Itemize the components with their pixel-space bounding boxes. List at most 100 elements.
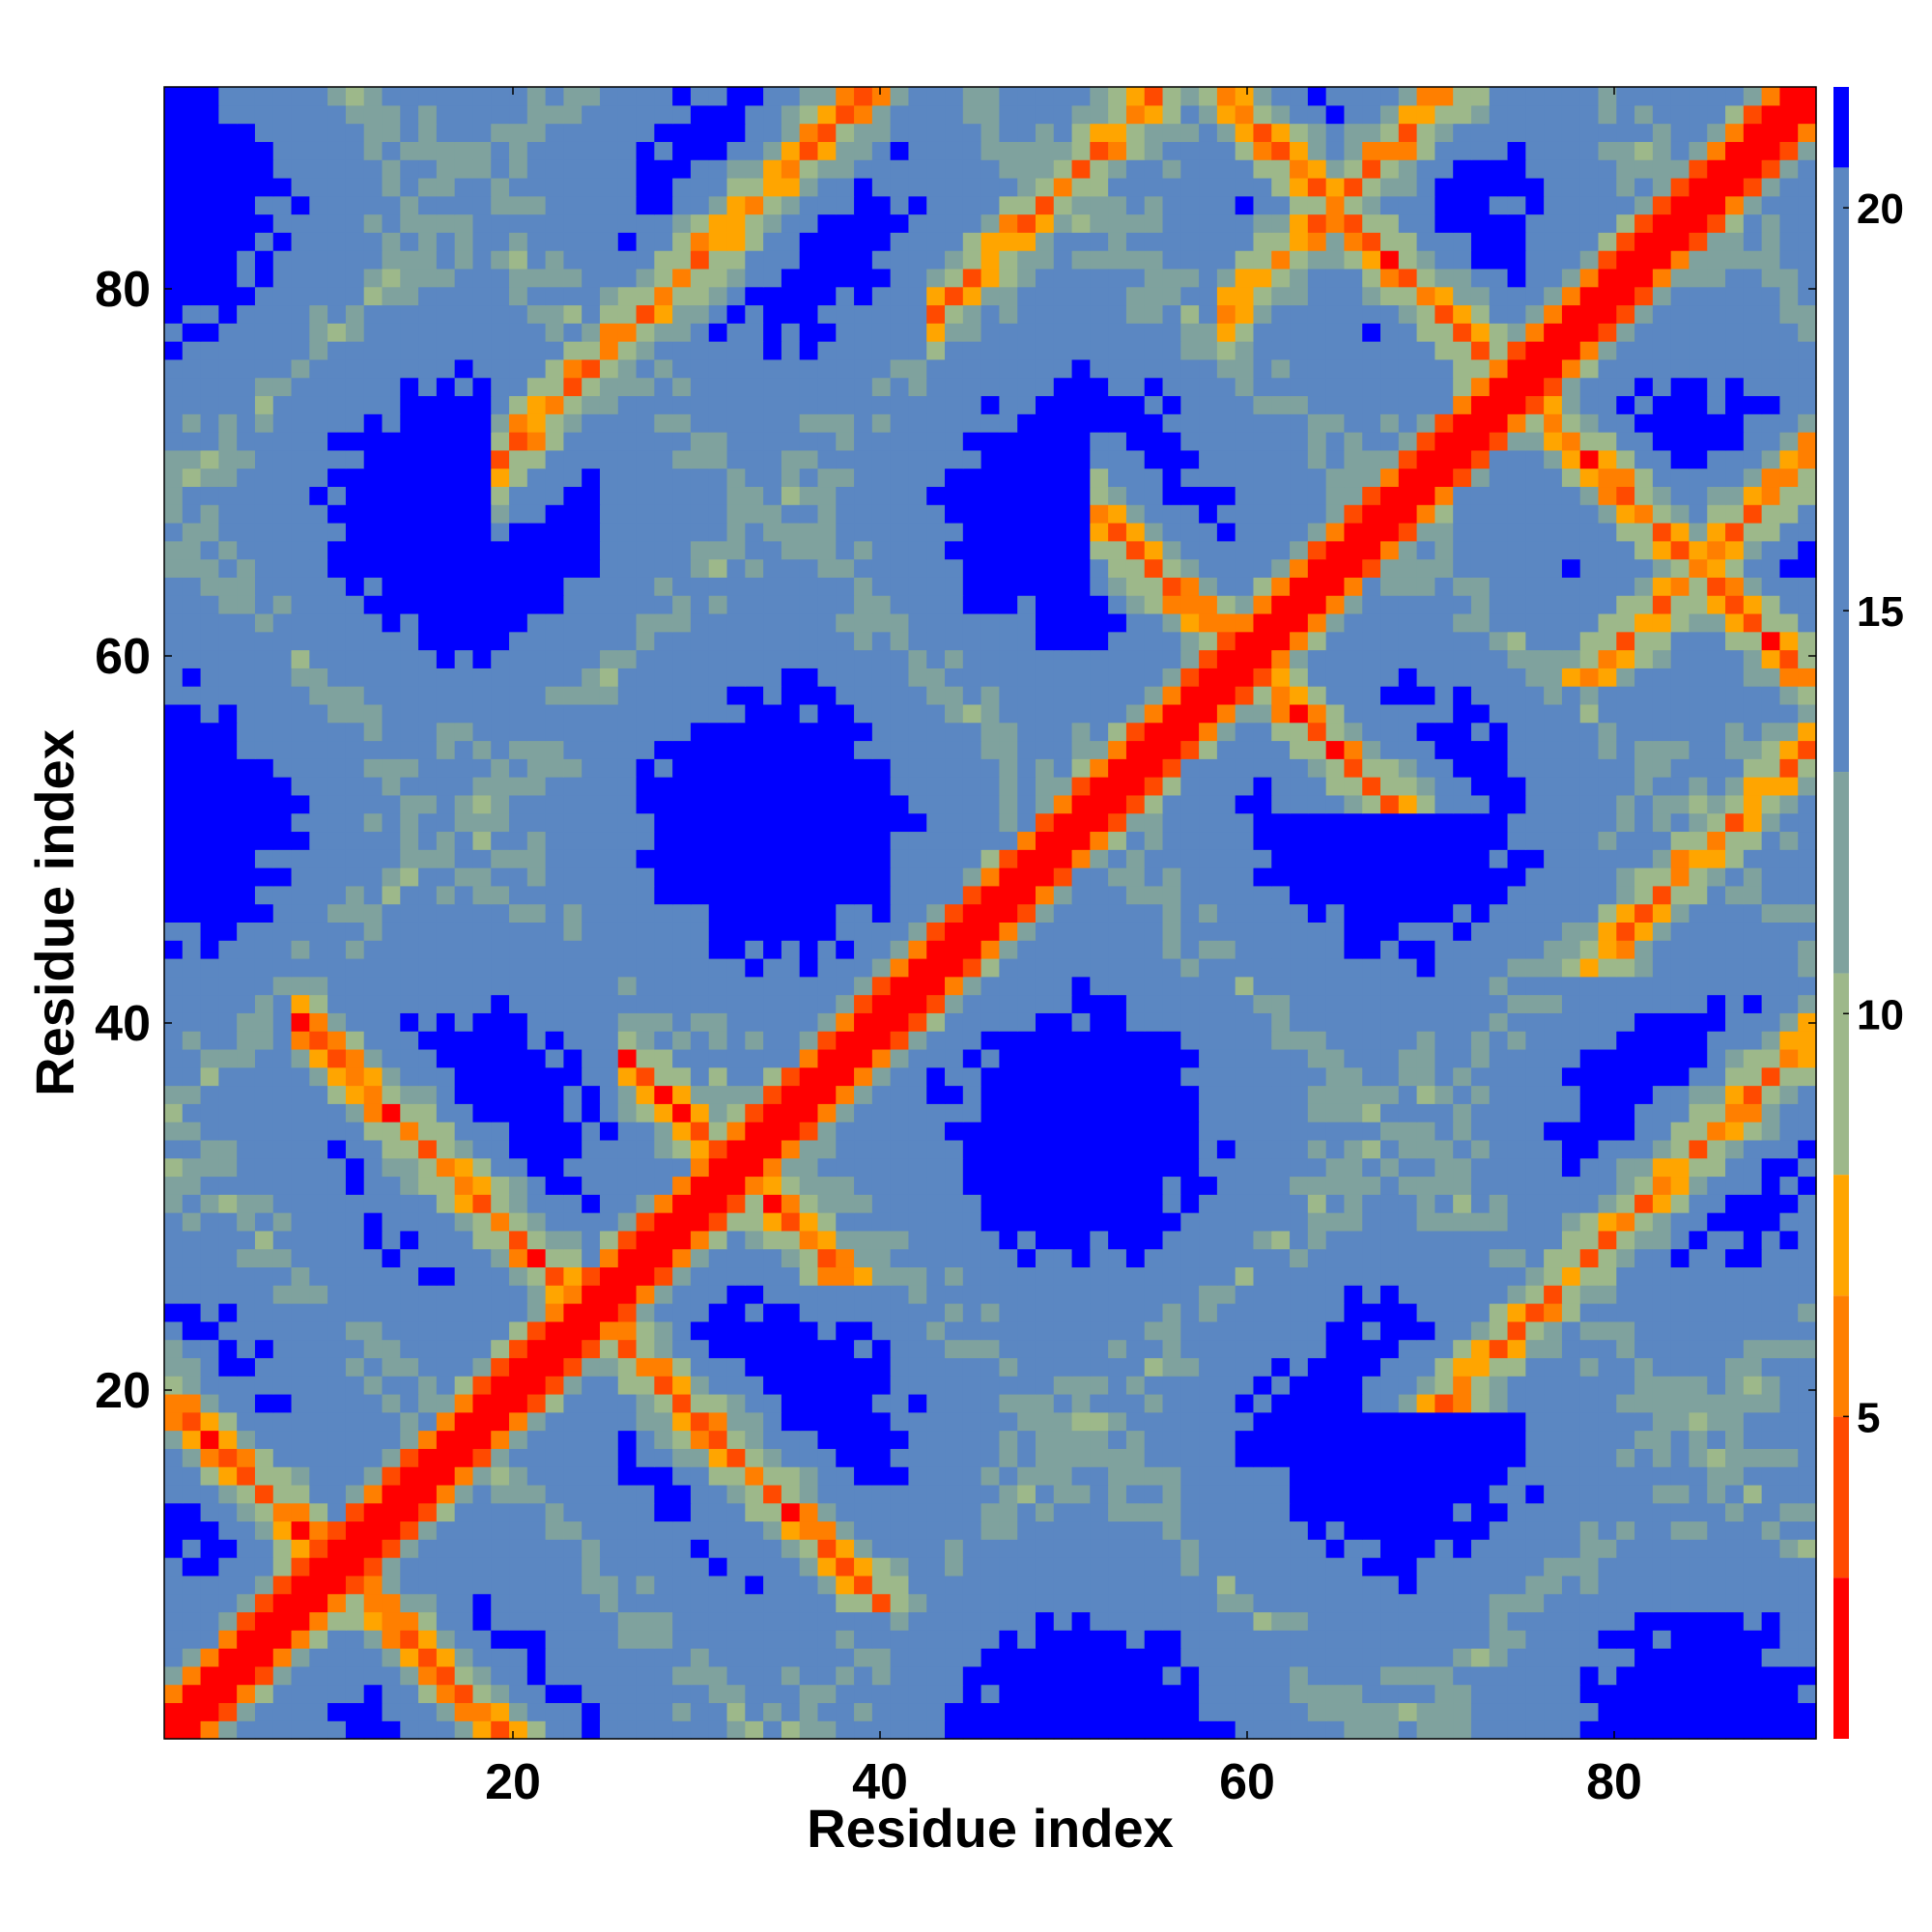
heatmap-cell — [1689, 1448, 1708, 1467]
heatmap-cell — [1779, 849, 1799, 868]
heatmap-cell — [1144, 1376, 1164, 1395]
heatmap-cell — [1616, 1031, 1635, 1050]
heatmap-cell — [1071, 1266, 1091, 1286]
heatmap-cell — [999, 777, 1018, 796]
heatmap-cell — [1035, 1702, 1055, 1721]
heatmap-cell — [491, 1466, 510, 1486]
heatmap-cell — [926, 1103, 946, 1122]
heatmap-cell — [309, 1684, 328, 1704]
heatmap-cell — [1216, 1539, 1236, 1558]
heatmap-cell — [1035, 1502, 1055, 1522]
heatmap-cell — [400, 777, 419, 796]
heatmap-cell — [763, 1339, 782, 1358]
heatmap-cell — [1199, 1066, 1218, 1087]
heatmap-cell — [1325, 1539, 1346, 1558]
heatmap-cell — [1544, 922, 1563, 941]
heatmap-cell — [1616, 1321, 1635, 1341]
heatmap-cell — [1707, 867, 1726, 887]
heatmap-cell — [182, 812, 202, 833]
heatmap-cell — [999, 1684, 1018, 1704]
heatmap-cell — [345, 1194, 365, 1213]
heatmap-cell — [636, 1575, 655, 1595]
heatmap-cell — [1125, 758, 1146, 778]
heatmap-cell — [945, 1702, 964, 1721]
heatmap-cell — [1035, 957, 1055, 978]
heatmap-cell — [1725, 794, 1745, 814]
heatmap-cell — [1090, 1194, 1109, 1213]
heatmap-cell — [617, 1684, 638, 1704]
heatmap-cell — [563, 1157, 582, 1178]
heatmap-cell — [1053, 831, 1073, 850]
heatmap-cells — [164, 87, 1817, 1740]
heatmap-cell — [1362, 1684, 1381, 1704]
heatmap-cell — [1380, 1539, 1400, 1558]
heatmap-cell — [1108, 1321, 1127, 1341]
heatmap-cell — [182, 1176, 202, 1195]
heatmap-cell — [1125, 1539, 1146, 1558]
heatmap-cell — [1017, 1648, 1037, 1667]
heatmap-cell — [1453, 1684, 1472, 1704]
heatmap-cell — [363, 1611, 384, 1631]
heatmap-cell — [272, 1648, 293, 1667]
heatmap-cell — [237, 903, 256, 923]
heatmap-cell — [617, 867, 638, 887]
heatmap-cell — [1017, 1448, 1037, 1467]
heatmap-cell — [854, 1066, 873, 1087]
heatmap-cell — [345, 1484, 365, 1504]
heatmap-cell — [545, 1176, 565, 1195]
heatmap-cell — [345, 1066, 365, 1087]
heatmap-cell — [1743, 1303, 1763, 1322]
heatmap-cell — [1598, 1176, 1617, 1195]
heatmap-cell — [617, 1376, 638, 1395]
heatmap-cell — [1162, 1411, 1181, 1432]
heatmap-cell — [400, 976, 419, 996]
heatmap-cell — [654, 740, 673, 759]
heatmap-cell — [436, 1557, 456, 1577]
heatmap-cell — [1707, 1520, 1726, 1540]
heatmap-cell — [1525, 1230, 1545, 1250]
heatmap-cell — [1162, 1230, 1181, 1250]
heatmap-cell — [1380, 994, 1400, 1013]
heatmap-cell — [945, 1720, 964, 1740]
heatmap-cell — [1362, 1466, 1381, 1486]
heatmap-cell — [1180, 1648, 1200, 1667]
heatmap-cell — [309, 1665, 328, 1686]
heatmap-cell — [1180, 1122, 1200, 1141]
heatmap-cell — [763, 1720, 782, 1740]
heatmap-cell — [291, 1611, 310, 1631]
heatmap-cell — [363, 1248, 384, 1268]
heatmap-cell — [1344, 1430, 1363, 1449]
heatmap-cell — [763, 1157, 782, 1178]
heatmap-cell — [1290, 1321, 1309, 1341]
heatmap-cell — [1125, 1630, 1146, 1649]
heatmap-cell — [1290, 1466, 1309, 1486]
heatmap-cell — [745, 903, 764, 923]
heatmap-cell — [418, 957, 438, 978]
heatmap-cell — [1779, 885, 1799, 905]
heatmap-cell — [1053, 922, 1073, 941]
heatmap-cell — [1525, 1321, 1545, 1341]
heatmap-cell — [1652, 1702, 1672, 1721]
heatmap-cell — [962, 1248, 982, 1268]
heatmap-cell — [1670, 1466, 1690, 1486]
heatmap-cell — [745, 1266, 764, 1286]
heatmap-cell — [1035, 1212, 1055, 1232]
heatmap-cell — [781, 1157, 801, 1178]
heatmap-cell — [545, 1648, 565, 1667]
heatmap-cell — [1707, 1031, 1726, 1050]
heatmap-cell — [945, 758, 964, 778]
heatmap-cell — [1525, 940, 1545, 959]
heatmap-cell — [980, 758, 1000, 778]
heatmap-cell — [980, 849, 1000, 868]
heatmap-cell — [945, 1176, 964, 1195]
heatmap-cell — [1108, 1066, 1127, 1087]
heatmap-cell — [836, 758, 855, 778]
heatmap-cell — [1561, 777, 1581, 796]
heatmap-cell — [1253, 1085, 1272, 1104]
heatmap-cell — [980, 1575, 1000, 1595]
heatmap-cell — [708, 740, 728, 759]
heatmap-cell — [999, 922, 1018, 941]
heatmap-cell — [1652, 1066, 1672, 1087]
heatmap-cell — [999, 1630, 1018, 1649]
heatmap-cell — [708, 1230, 728, 1250]
